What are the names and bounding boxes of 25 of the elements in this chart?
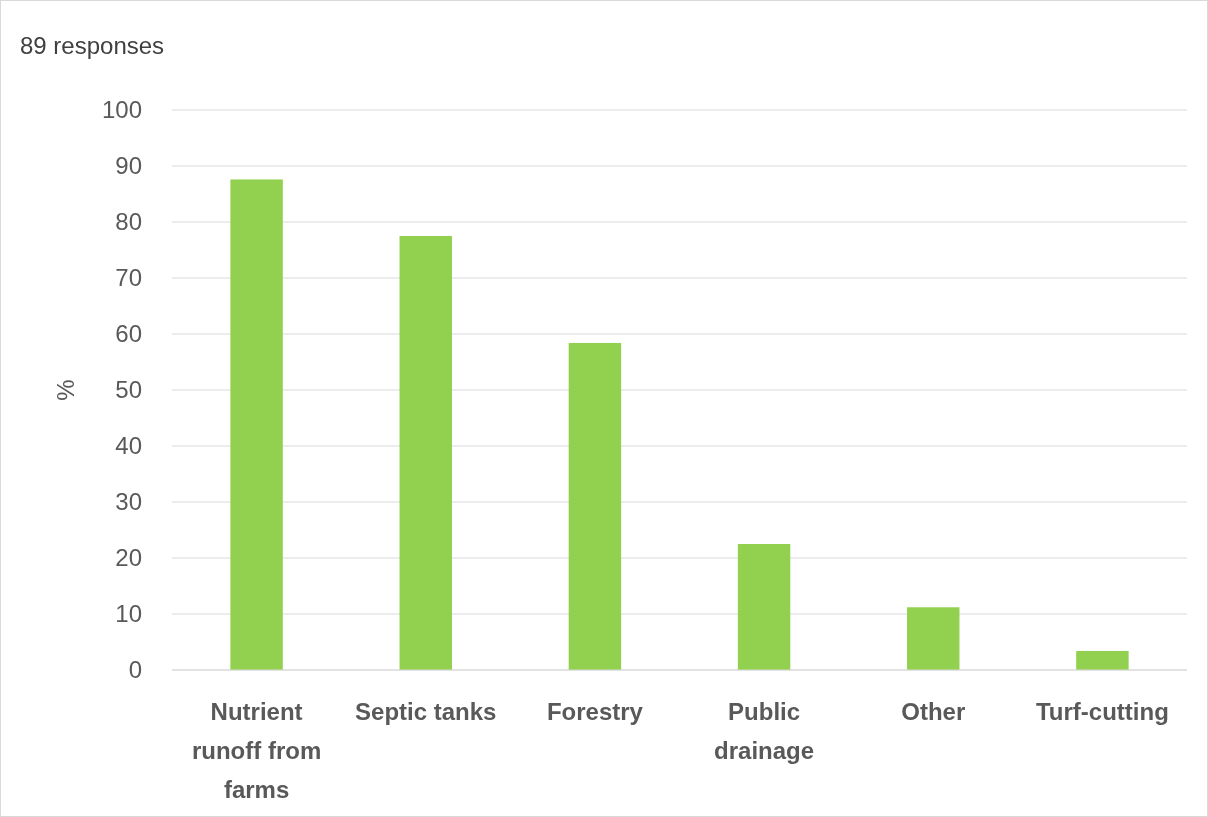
y-tick-label: 90: [115, 152, 142, 180]
y-tick-label: 100: [101, 96, 142, 124]
y-tick-label: 40: [115, 432, 142, 460]
bar: [230, 179, 283, 670]
y-tick-label: 30: [115, 488, 142, 516]
bar: [399, 236, 452, 670]
y-tick-label: 70: [115, 264, 142, 292]
y-tick-label: 80: [115, 208, 142, 236]
y-tick-label: 50: [115, 376, 142, 404]
x-tick-label: Other: [901, 698, 966, 725]
bar: [568, 342, 622, 670]
y-tick-label: 0: [128, 656, 142, 684]
bar: [907, 607, 960, 670]
bar: [737, 544, 791, 670]
bar: [1076, 650, 1129, 670]
x-tick-label: Public drainage: [714, 698, 815, 764]
x-tick-label: Septic tanks: [355, 698, 497, 725]
x-tick-label: Forestry: [546, 698, 644, 725]
y-tick-label: 60: [115, 320, 142, 348]
y-axis-title: %: [52, 379, 79, 401]
x-tick-label: Nutrient runoff from farms: [191, 698, 322, 803]
y-tick-label: 20: [115, 544, 142, 572]
x-tick-label: Turf-cutting: [1035, 698, 1169, 725]
y-tick-label: 10: [115, 600, 142, 628]
chart-title: 89 responses: [20, 32, 165, 59]
